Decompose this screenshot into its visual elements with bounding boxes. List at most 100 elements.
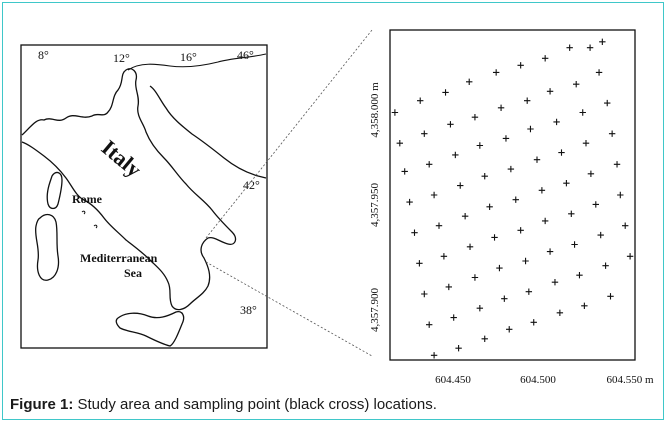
sampling-point-cross <box>411 229 418 236</box>
sampling-point-cross <box>501 295 508 302</box>
sampling-point-cross <box>573 81 580 88</box>
x-tick-label-2: 604.500 <box>520 374 556 386</box>
y-tick-label-2: 4,357.950 <box>369 183 381 228</box>
sampling-point-cross <box>551 279 559 286</box>
sampling-point-cross <box>538 187 546 194</box>
map-lat-label-38: 38° <box>240 303 257 317</box>
sampling-point-cross <box>533 156 541 163</box>
sardinia-island <box>34 213 60 281</box>
y-tick-label-3: 4,357.900 <box>369 288 381 333</box>
sampling-point-cross <box>595 69 603 76</box>
sampling-point-cross <box>502 135 510 142</box>
sampling-point-cross <box>455 345 462 352</box>
sampling-point-cross <box>546 248 554 255</box>
sampling-point-cross <box>599 38 606 45</box>
sampling-point-cross <box>563 180 570 187</box>
sampling-point-cross <box>527 125 534 133</box>
alps-border <box>127 53 267 71</box>
sampling-point-cross <box>447 121 454 128</box>
sampling-point-cross <box>497 104 505 111</box>
sampling-point-cross <box>466 78 473 86</box>
sampling-point-cross <box>512 196 519 203</box>
sampling-point-cross <box>617 191 624 199</box>
sampling-point-cross <box>406 198 413 206</box>
sampling-point-cross <box>558 149 565 156</box>
x-tick-label-1: 604.450 <box>435 374 471 386</box>
sampling-point-cross <box>568 210 575 218</box>
map-lat-label-42: 42° <box>243 178 260 192</box>
sampling-point-cross <box>608 130 616 137</box>
sampling-point-cross <box>553 118 560 126</box>
sampling-point-cross <box>626 253 634 260</box>
map-lat-label-46: 46° <box>237 48 254 62</box>
italy-coastline <box>21 68 237 311</box>
sampling-point-cross <box>579 109 586 116</box>
sampling-point-cross <box>491 234 498 241</box>
sampling-point-cross <box>517 62 524 69</box>
sampling-point-cross <box>417 97 424 104</box>
map-lon-label-8: 8° <box>38 48 49 62</box>
sampling-point-cross <box>430 352 438 359</box>
sampling-point-cross <box>481 172 488 180</box>
sampling-point-cross <box>597 231 604 239</box>
sampling-point-cross <box>457 182 464 189</box>
caption-label: Figure 1: <box>10 396 74 413</box>
sampling-point-cross <box>587 170 595 177</box>
sea-label-line1: Mediterranean <box>80 251 158 265</box>
sampling-point-cross <box>541 55 549 62</box>
sampling-point-cross <box>517 227 524 234</box>
sampling-point-cross <box>613 161 621 168</box>
zoom-line-top <box>205 29 373 239</box>
sampling-point-cross <box>496 264 503 272</box>
sampling-point-cross <box>401 168 408 175</box>
sampling-point-cross <box>576 271 583 279</box>
sampling-point-cross <box>492 69 500 76</box>
sampling-point-cross <box>471 274 479 281</box>
sampling-point-cross <box>450 314 457 321</box>
sampling-point-cross <box>471 114 479 121</box>
sampling-point-cross <box>525 288 533 295</box>
sampling-point-cross <box>416 260 423 267</box>
sampling-point-cross <box>426 161 433 168</box>
sampling-point-cross <box>396 139 403 147</box>
sampling-grid-plot: 4,358.000 m 4,357.950 4,357.900 604.450 … <box>369 29 654 386</box>
sampling-point-cross <box>421 290 428 298</box>
sampling-point-cross <box>426 321 433 328</box>
sampling-point-cross <box>546 88 554 95</box>
x-tick-label-3: 604.550 m <box>606 374 654 386</box>
y-tick-label-1: 4,358.000 m <box>369 82 381 138</box>
sicily-island <box>115 310 185 347</box>
map-lon-label-12: 12° <box>113 51 130 65</box>
sampling-point-cross <box>541 217 549 225</box>
sampling-point-cross <box>522 257 529 265</box>
sampling-point-cross <box>442 89 449 96</box>
sampling-point-cross <box>506 326 513 333</box>
sampling-point-cross <box>586 44 594 51</box>
sampling-point-cross <box>435 222 443 229</box>
sampling-point-cross <box>476 142 484 149</box>
sampling-point-cross <box>466 243 474 251</box>
sampling-point-cross <box>581 302 588 309</box>
adriatic-coastline <box>149 85 267 179</box>
grid-plot-border <box>389 29 636 361</box>
sampling-point-cross <box>622 222 629 229</box>
sampling-point-cross <box>556 309 564 317</box>
sampling-point-cross <box>440 253 448 260</box>
sampling-point-cross <box>571 241 578 248</box>
rome-label: Rome <box>72 192 103 206</box>
sampling-point-cross <box>602 262 609 269</box>
sampling-point-cross <box>607 293 614 300</box>
corsica-island <box>46 171 63 210</box>
sampling-point-cross <box>461 213 469 220</box>
sampling-point-cross <box>421 130 428 137</box>
sampling-point-cross <box>445 283 452 291</box>
sampling-point-cross <box>481 335 488 342</box>
sampling-points-group <box>391 38 634 359</box>
sampling-point-cross <box>452 151 459 159</box>
tyrrhenian-islands <box>81 210 98 229</box>
caption-text: Study area and sampling point (black cro… <box>73 396 437 413</box>
figure-caption: Figure 1: Study area and sampling point … <box>10 396 437 413</box>
sampling-point-cross <box>582 139 590 147</box>
sampling-point-cross <box>430 191 438 199</box>
